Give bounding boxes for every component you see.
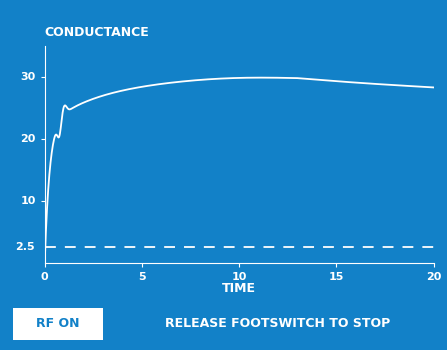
Text: 2.5: 2.5 [15, 242, 35, 252]
Text: RF ON: RF ON [36, 317, 80, 330]
Text: TIME: TIME [222, 282, 256, 295]
FancyBboxPatch shape [8, 307, 108, 341]
Text: RELEASE FOOTSWITCH TO STOP: RELEASE FOOTSWITCH TO STOP [164, 317, 390, 330]
Text: CONDUCTANCE: CONDUCTANCE [45, 26, 149, 38]
